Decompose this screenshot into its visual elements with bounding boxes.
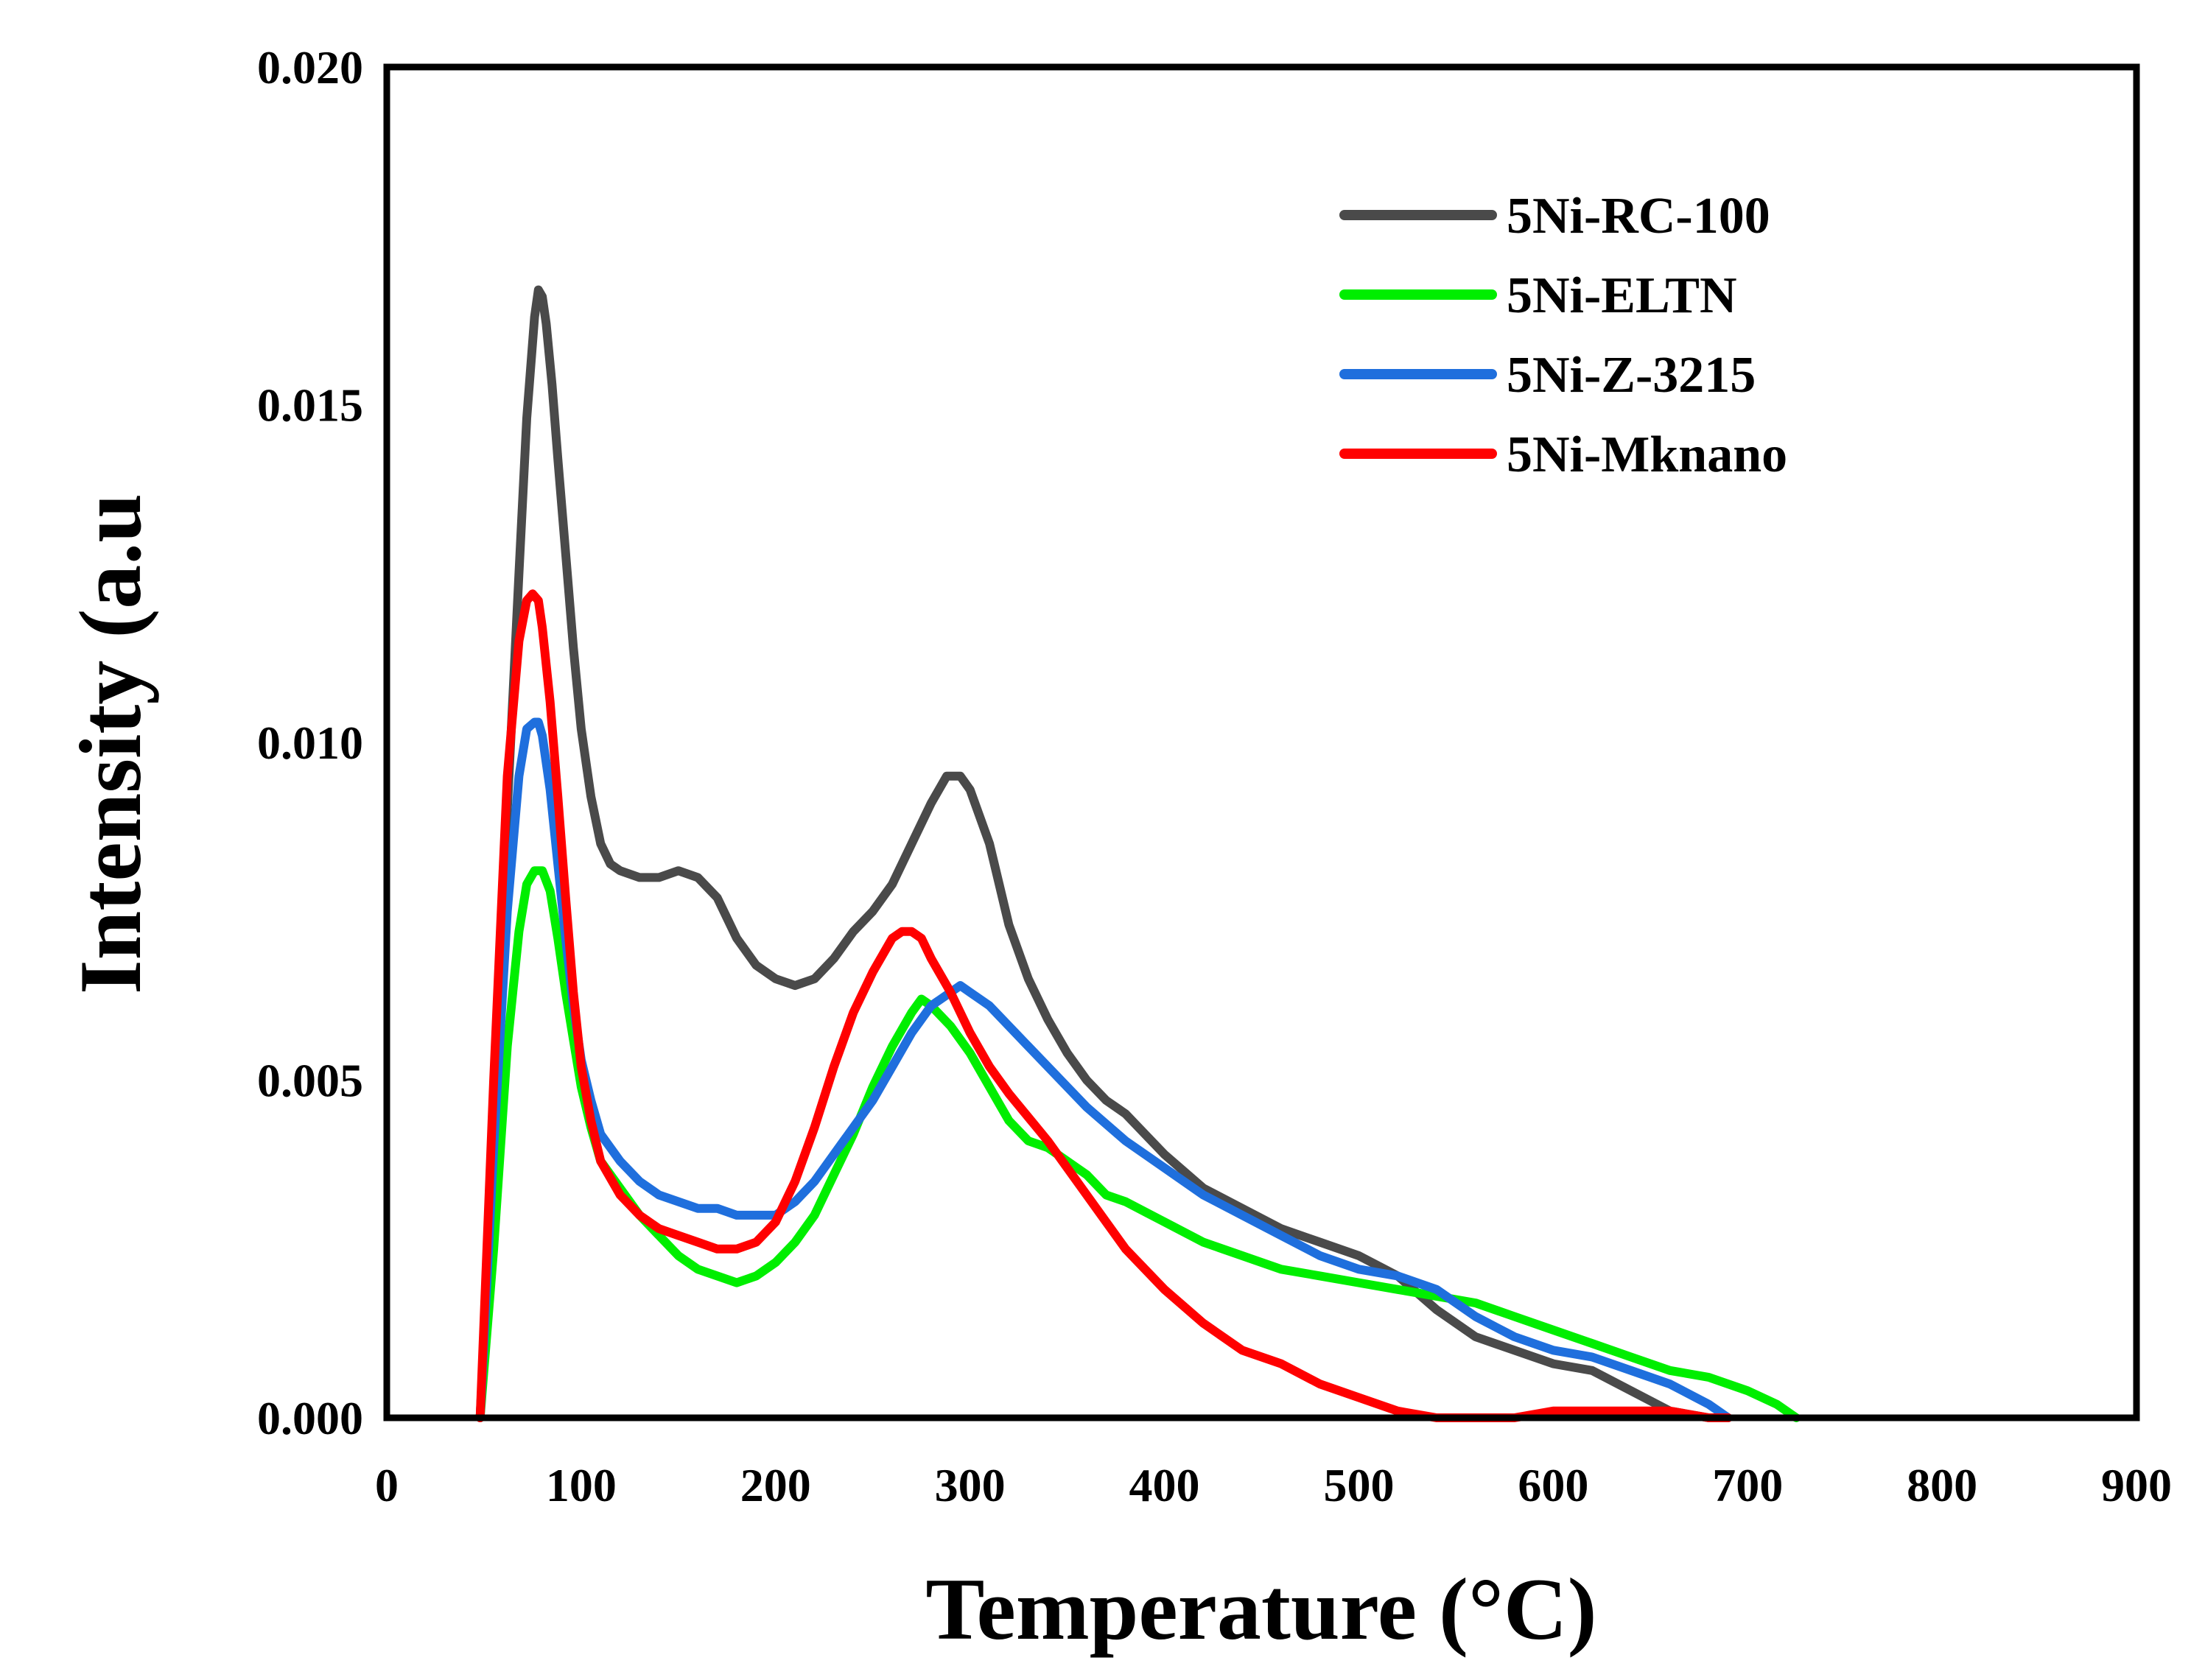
y-tick-label: 0.010	[257, 717, 363, 769]
series-line-5Ni-Mknano	[475, 589, 1733, 1422]
y-tick-label: 0.005	[257, 1055, 363, 1107]
series-layer	[475, 285, 1801, 1422]
y-tick-label: 0.015	[257, 379, 363, 432]
legend-label: 5Ni-RC-100	[1507, 188, 1770, 245]
x-tick-label: 100	[546, 1459, 617, 1511]
y-tick-label: 0.000	[257, 1392, 363, 1444]
x-tick-label: 0	[375, 1459, 399, 1511]
legend-label: 5Ni-Z-3215	[1507, 347, 1756, 404]
y-axis-tick-labels: 0.000 0.005 0.010 0.015 0.020	[257, 41, 363, 1444]
x-tick-label: 400	[1129, 1459, 1200, 1511]
series-line-5Ni-ELTN	[475, 866, 1801, 1422]
x-tick-label: 700	[1712, 1459, 1783, 1511]
x-axis-label: Temperature (°C)	[925, 1560, 1596, 1658]
y-tick-label: 0.020	[257, 41, 363, 94]
x-tick-label: 300	[935, 1459, 1006, 1511]
x-tick-label: 800	[1907, 1459, 1977, 1511]
x-tick-label: 600	[1518, 1459, 1588, 1511]
legend-label: 5Ni-ELTN	[1507, 267, 1737, 324]
x-tick-label: 200	[740, 1459, 811, 1511]
x-tick-label: 900	[2101, 1459, 2172, 1511]
x-tick-label: 500	[1323, 1459, 1394, 1511]
series-line-5Ni-Z-3215	[475, 717, 1733, 1422]
series-line-5Ni-RC-100	[475, 285, 1714, 1422]
legend-label: 5Ni-Mknano	[1507, 426, 1787, 483]
legend: 5Ni-RC-100 5Ni-ELTN 5Ni-Z-3215 5Ni-Mknano	[1339, 188, 1787, 483]
y-axis-label: Intensity (a.u	[61, 493, 159, 994]
x-axis-tick-labels: 0 100 200 300 400 500 600 700 800 900	[375, 1459, 2172, 1511]
plot-frame	[383, 63, 2140, 1421]
